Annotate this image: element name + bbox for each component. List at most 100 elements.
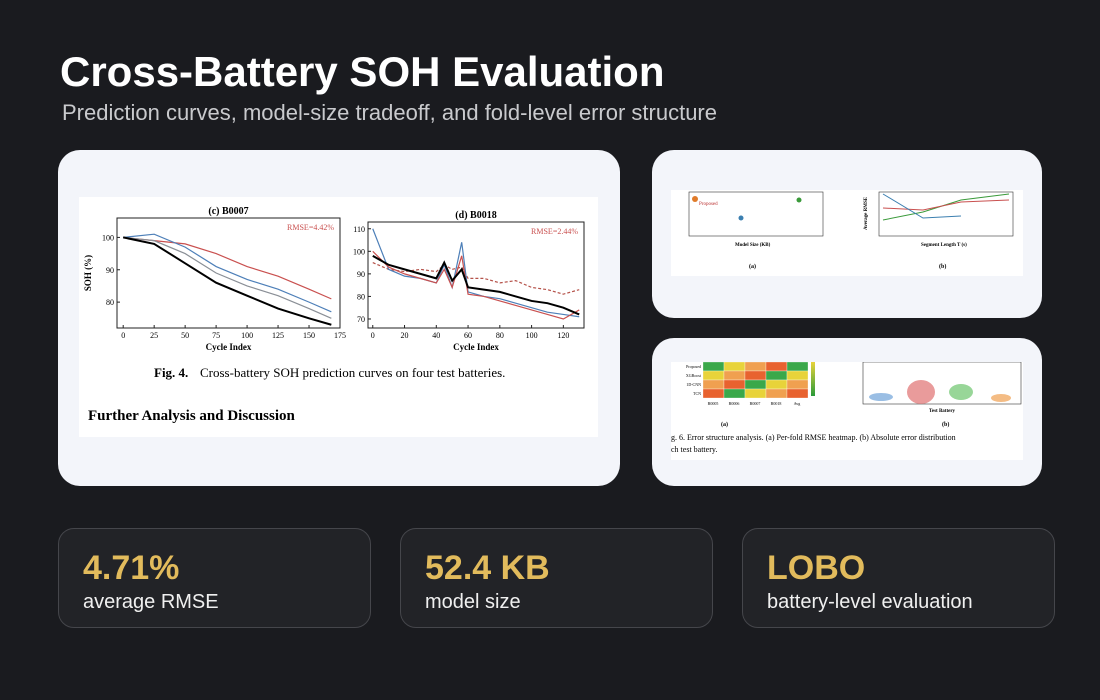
figure-image: Fig. 4. Cross-battery SOH prediction cur…	[79, 197, 598, 437]
figure-4: Fig. 4. Cross-battery SOH prediction cur…	[83, 206, 585, 424]
series-line	[122, 236, 332, 326]
violin	[869, 393, 893, 401]
col-label: B0005	[708, 401, 719, 406]
panel-label: (b)	[939, 263, 946, 270]
heat-cell	[702, 379, 725, 390]
x-tick-label: 175	[334, 331, 346, 340]
heat-cell	[765, 388, 788, 399]
x-tick-label: 150	[303, 331, 315, 340]
y-tick-label: 110	[353, 225, 365, 234]
figure-5: Proposed Model Size (KB) (a) Average RMS…	[688, 191, 1014, 270]
x-tick-label: 60	[464, 331, 472, 340]
heat-cell	[786, 370, 809, 381]
violin	[991, 394, 1011, 402]
x-label: Model Size (KB)	[735, 243, 771, 248]
figure-image: Proposed Model Size (KB) (a) Average RMS…	[671, 190, 1023, 276]
heat-cell	[723, 388, 746, 399]
x-tick-label: 100	[526, 331, 538, 340]
heat-cell	[744, 388, 767, 399]
col-label: B0007	[750, 401, 761, 406]
x-tick-label: 40	[432, 331, 440, 340]
section-heading: Further Analysis and Discussion	[88, 408, 296, 424]
x-tick-label: 125	[272, 331, 284, 340]
axes	[862, 361, 1022, 405]
violin	[907, 380, 935, 404]
panel-label: (a)	[721, 421, 728, 428]
heat-cell	[723, 361, 746, 372]
y-tick-label: 100	[102, 233, 114, 242]
stat-label: model size	[425, 591, 521, 613]
caption-label: Fig. 4.	[154, 365, 188, 380]
title: Cross-Battery SOH Evaluation	[60, 48, 665, 95]
y-tick-label: 70	[357, 315, 365, 324]
series-line	[372, 254, 580, 316]
y-tick-label: 90	[357, 270, 365, 279]
stat-card: LOBO battery-level evaluation	[742, 528, 1055, 628]
point-label: Proposed	[699, 202, 718, 207]
x-tick-label: 100	[241, 331, 253, 340]
heat-cell	[702, 388, 725, 399]
axes	[688, 191, 824, 237]
marker	[692, 196, 698, 202]
heat-cell	[702, 370, 725, 381]
stat-value: LOBO	[767, 549, 866, 587]
x-tick-label: 50	[181, 331, 189, 340]
heat-cell	[744, 379, 767, 390]
col-label: B0018	[771, 401, 782, 406]
y-tick-label: 80	[357, 292, 365, 301]
series-line	[123, 233, 332, 313]
curve	[882, 193, 1010, 221]
stat-label: average RMSE	[83, 591, 219, 613]
x-tick-label: 0	[121, 331, 125, 340]
axes	[367, 221, 585, 329]
error-card: Proposed XGBoost 1D-CNN TCN B0005 B0006 B0007 B…	[652, 338, 1042, 486]
stat-card: 4.71% average RMSE	[58, 528, 371, 628]
heat-cell	[702, 361, 725, 372]
y-tick-label: 80	[106, 298, 114, 307]
x-tick-label: 75	[212, 331, 220, 340]
y-tick-label: 90	[106, 266, 114, 275]
heat-cell	[786, 388, 809, 399]
heat-cell	[765, 361, 788, 372]
heat-cell	[744, 370, 767, 381]
x-tick-label: 80	[496, 331, 504, 340]
violin	[949, 384, 973, 400]
row-label: XGBoost	[686, 373, 702, 378]
stat-value: 4.71%	[83, 549, 180, 587]
heat-cell	[744, 361, 767, 372]
x-label: Cycle Index	[453, 342, 499, 352]
x-label: Cycle Index	[206, 342, 252, 352]
x-label: Segment Length T (s)	[921, 243, 967, 248]
x-tick-label: 120	[557, 331, 569, 340]
series-line	[123, 236, 332, 319]
heat-cell	[786, 361, 809, 372]
curve	[882, 193, 962, 219]
axes	[116, 217, 341, 329]
series-line	[372, 228, 580, 318]
heat-cell	[786, 379, 809, 390]
x-tick-label: 0	[371, 331, 375, 340]
heat-cell	[723, 370, 746, 381]
panel-title: (c) B0007	[208, 206, 248, 217]
panel-label: (a)	[749, 263, 756, 270]
series-line	[123, 236, 332, 300]
x-label: Test Battery	[929, 409, 956, 414]
stat-value: 52.4 KB	[425, 549, 550, 587]
axes	[878, 191, 1014, 237]
x-tick-label: 20	[401, 331, 409, 340]
marker	[796, 197, 802, 203]
figure-image: Proposed XGBoost 1D-CNN TCN B0005 B0006 B0007 B…	[671, 361, 1023, 460]
x-tick-label: 25	[150, 331, 158, 340]
y-label: SOH (%)	[83, 255, 93, 291]
subtitle: Prediction curves, model-size tradeoff, …	[62, 100, 717, 125]
figure-6: Proposed XGBoost 1D-CNN TCN B0005 B0006 B0007 B…	[671, 361, 1022, 454]
caption: ch test battery.	[671, 445, 717, 454]
caption: g. 6. Error structure analysis. (a) Per-…	[671, 433, 956, 442]
caption: Cross-battery SOH prediction curves on f…	[200, 365, 505, 380]
col-label: Avg	[794, 401, 801, 406]
heat-cell	[765, 370, 788, 381]
curve	[882, 199, 1010, 211]
heat-cell	[765, 379, 788, 390]
row-label: Proposed	[686, 364, 701, 369]
